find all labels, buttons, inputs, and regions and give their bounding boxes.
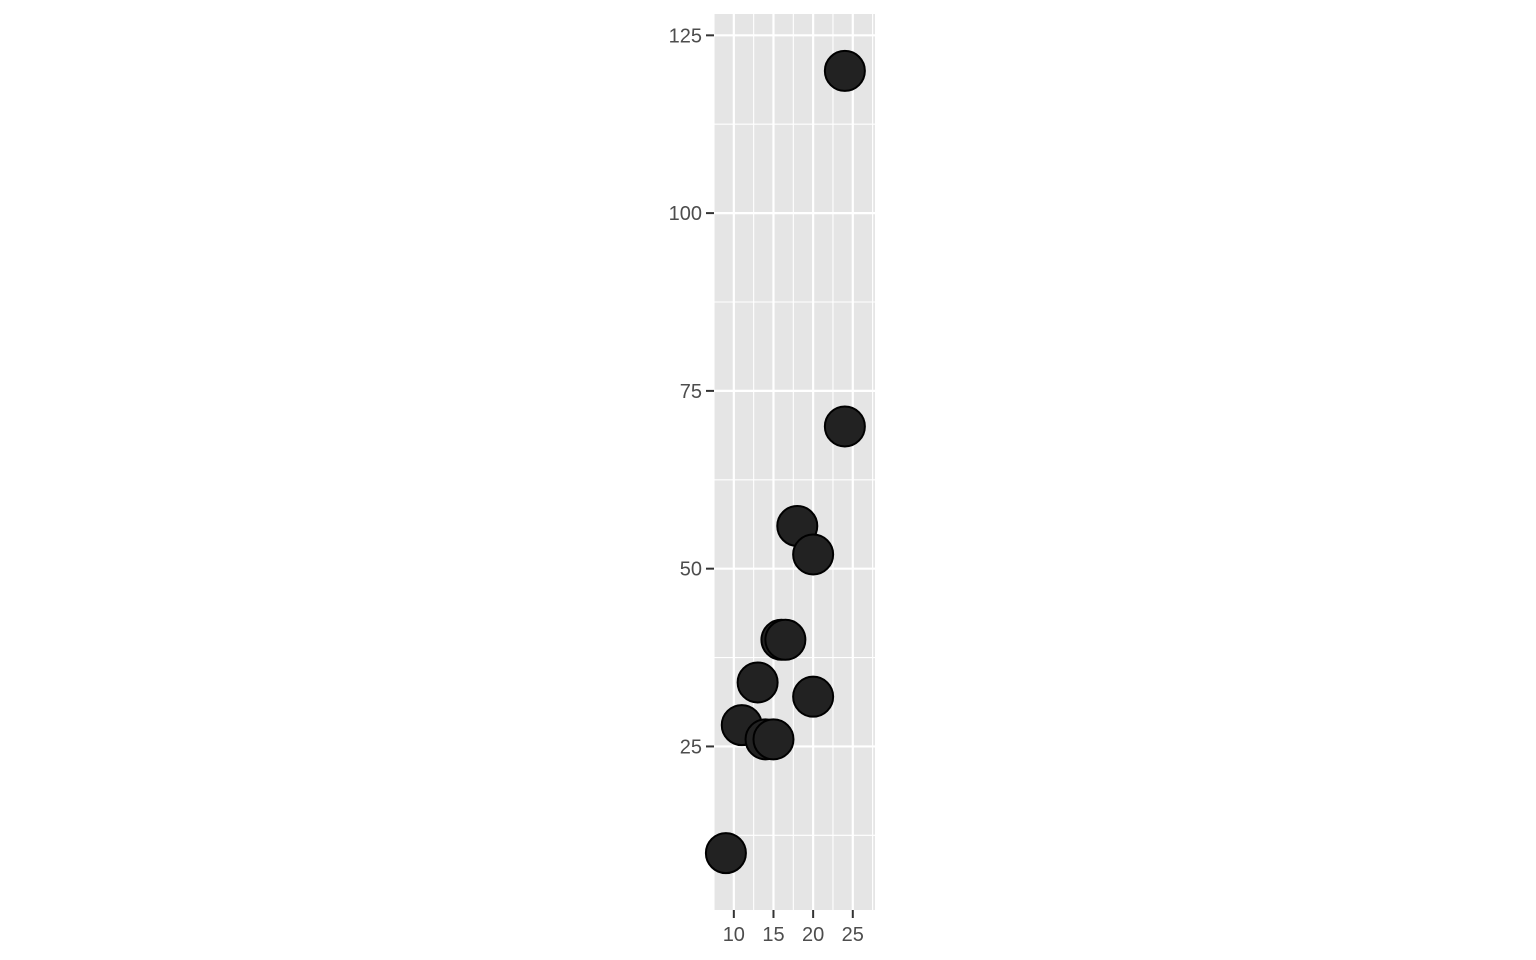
y-tick-label: 25 (680, 736, 702, 758)
data-point (764, 618, 807, 661)
data-points (704, 49, 866, 875)
y-axis: 25 50 75 100 125 (669, 25, 714, 758)
plot-panel (714, 14, 875, 910)
minor-gridlines (713, 14, 875, 910)
data-point (792, 533, 835, 576)
y-tick-label: 100 (669, 203, 702, 225)
data-point (736, 661, 779, 704)
x-tick-label: 25 (842, 924, 864, 946)
data-point (823, 405, 866, 448)
data-point (792, 675, 835, 718)
x-axis: 10 15 20 25 (723, 910, 864, 946)
y-tick-label: 75 (680, 381, 702, 403)
x-tick-label: 10 (723, 924, 745, 946)
data-point (752, 718, 795, 761)
major-gridlines (714, 14, 875, 910)
y-tick-label: 125 (669, 25, 702, 47)
data-point (823, 49, 866, 92)
y-tick-label: 50 (680, 559, 702, 581)
data-point (704, 832, 747, 875)
x-tick-label: 15 (762, 924, 784, 946)
x-tick-label: 20 (802, 924, 824, 946)
